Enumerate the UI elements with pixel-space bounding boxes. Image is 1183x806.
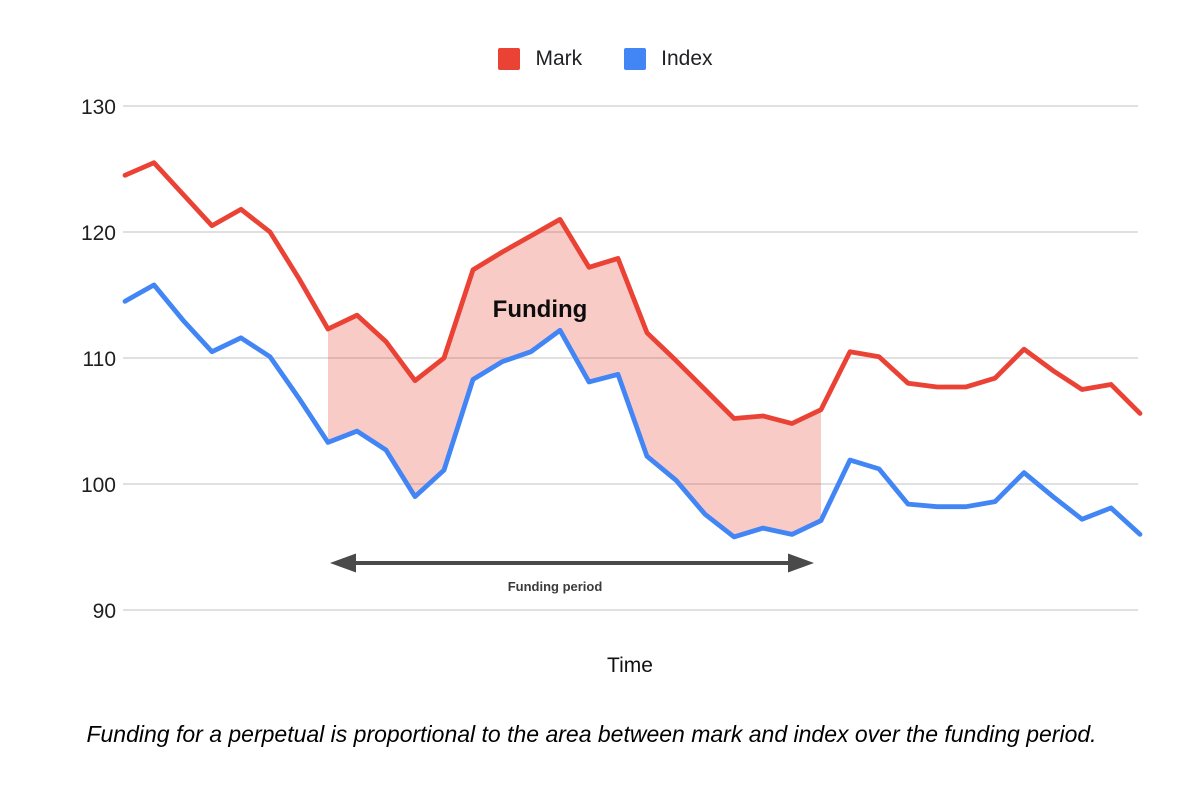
- arrow-right-head-icon: [788, 553, 814, 573]
- y-axis-tick-label: 130: [81, 96, 116, 119]
- y-axis-tick-label: 90: [93, 600, 116, 623]
- figure-caption: Funding for a perpetual is proportional …: [0, 716, 1183, 753]
- line-chart-plot: 130 120 110 100 90: [81, 96, 1143, 623]
- index-line: [122, 282, 1143, 540]
- y-axis-tick-label: 110: [83, 348, 116, 371]
- legend-item-index: Index: [624, 47, 713, 71]
- legend-label-mark: Mark: [535, 47, 583, 70]
- y-axis-tick-label: 100: [81, 474, 116, 497]
- index-color-swatch-icon: [624, 48, 647, 70]
- legend-item-mark: Mark: [498, 47, 582, 71]
- funding-period-label: Funding period: [507, 579, 603, 594]
- funding-area-label: Funding: [492, 296, 588, 323]
- chart-legend: Mark Index: [14, 47, 1183, 71]
- figure-caption-text: Funding for a perpetual is proportional …: [86, 721, 1097, 747]
- x-axis-label: Time: [607, 654, 653, 677]
- mark-color-swatch-icon: [498, 48, 521, 70]
- mark-line: [122, 160, 1143, 426]
- y-axis-tick-label: 120: [81, 222, 116, 245]
- legend-label-index: Index: [661, 47, 713, 70]
- arrow-left-head-icon: [330, 553, 356, 573]
- funding-area-fill: [328, 219, 821, 537]
